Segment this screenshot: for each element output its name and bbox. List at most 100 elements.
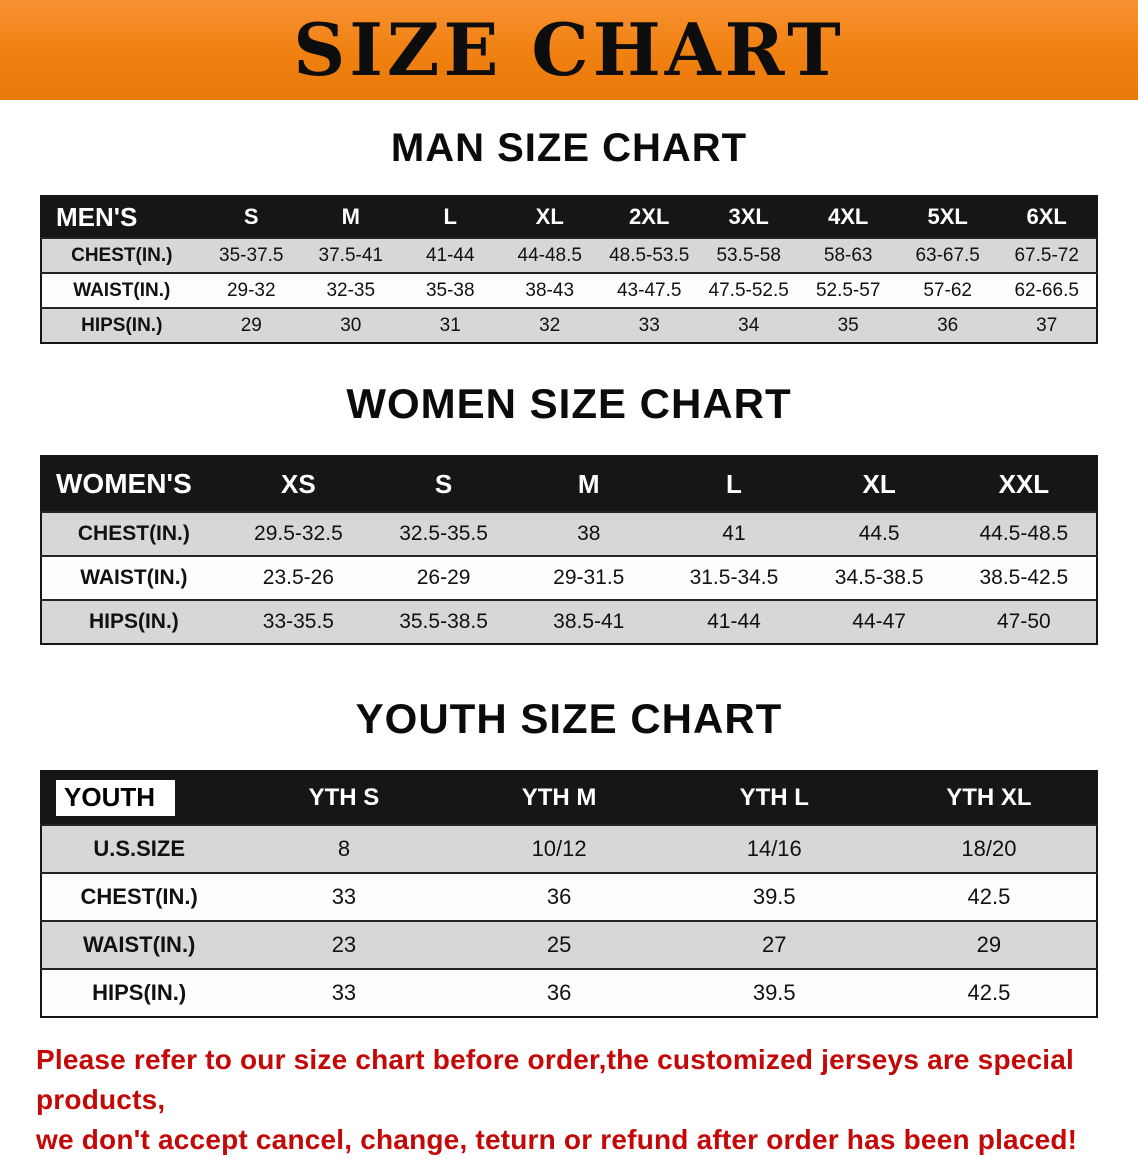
size-header-cell: XS [226, 456, 371, 512]
row-label-cell: HIPS(IN.) [41, 308, 202, 343]
value-cell: 42.5 [882, 873, 1097, 921]
value-cell: 26-29 [371, 556, 516, 600]
value-cell: 27 [667, 921, 882, 969]
value-cell: 18/20 [882, 825, 1097, 873]
row-label-cell: HIPS(IN.) [41, 969, 236, 1017]
size-header-cell: XL [500, 196, 599, 238]
value-cell: 53.5-58 [699, 238, 798, 273]
value-cell: 33 [599, 308, 698, 343]
value-cell: 37.5-41 [301, 238, 400, 273]
size-header-cell: 5XL [898, 196, 997, 238]
value-cell: 36 [898, 308, 997, 343]
value-cell: 44-47 [807, 600, 952, 644]
value-cell: 23.5-26 [226, 556, 371, 600]
value-cell: 23 [236, 921, 451, 969]
size-header-cell: XL [807, 456, 952, 512]
value-cell: 35-38 [401, 273, 500, 308]
value-cell: 48.5-53.5 [599, 238, 698, 273]
value-cell: 35.5-38.5 [371, 600, 516, 644]
value-cell: 35 [798, 308, 897, 343]
table-title-cell: YOUTH [41, 771, 236, 825]
value-cell: 63-67.5 [898, 238, 997, 273]
value-cell: 62-66.5 [997, 273, 1097, 308]
row-label-cell: WAIST(IN.) [41, 921, 236, 969]
value-cell: 33-35.5 [226, 600, 371, 644]
size-header-cell: L [661, 456, 806, 512]
value-cell: 58-63 [798, 238, 897, 273]
value-cell: 33 [236, 873, 451, 921]
disclaimer-line-2: we don't accept cancel, change, teturn o… [36, 1120, 1110, 1159]
banner-title: SIZE CHART [293, 14, 845, 86]
disclaimer-note: Please refer to our size chart before or… [0, 1040, 1138, 1159]
value-cell: 38.5-42.5 [952, 556, 1097, 600]
size-header-cell: YTH L [667, 771, 882, 825]
value-cell: 41 [661, 512, 806, 556]
value-cell: 34 [699, 308, 798, 343]
value-cell: 33 [236, 969, 451, 1017]
value-cell: 47.5-52.5 [699, 273, 798, 308]
value-cell: 44-48.5 [500, 238, 599, 273]
size-header-cell: YTH S [236, 771, 451, 825]
value-cell: 10/12 [452, 825, 667, 873]
value-cell: 67.5-72 [997, 238, 1097, 273]
row-label-cell: CHEST(IN.) [41, 873, 236, 921]
value-cell: 37 [997, 308, 1097, 343]
value-cell: 38 [516, 512, 661, 556]
value-cell: 36 [452, 969, 667, 1017]
size-header-cell: 6XL [997, 196, 1097, 238]
value-cell: 35-37.5 [202, 238, 301, 273]
value-cell: 38.5-41 [516, 600, 661, 644]
row-label-cell: WAIST(IN.) [41, 273, 202, 308]
value-cell: 32 [500, 308, 599, 343]
size-header-cell: 4XL [798, 196, 897, 238]
value-cell: 29-31.5 [516, 556, 661, 600]
value-cell: 43-47.5 [599, 273, 698, 308]
value-cell: 31 [401, 308, 500, 343]
value-cell: 31.5-34.5 [661, 556, 806, 600]
size-header-cell: M [516, 456, 661, 512]
value-cell: 29.5-32.5 [226, 512, 371, 556]
value-cell: 42.5 [882, 969, 1097, 1017]
value-cell: 34.5-38.5 [807, 556, 952, 600]
value-cell: 36 [452, 873, 667, 921]
size-header-cell: L [401, 196, 500, 238]
disclaimer-line-1: Please refer to our size chart before or… [36, 1040, 1110, 1120]
man-section-heading: MAN SIZE CHART [0, 126, 1138, 171]
size-header-cell: YTH M [452, 771, 667, 825]
value-cell: 32.5-35.5 [371, 512, 516, 556]
value-cell: 44.5 [807, 512, 952, 556]
value-cell: 38-43 [500, 273, 599, 308]
size-header-cell: 2XL [599, 196, 698, 238]
size-header-cell: 3XL [699, 196, 798, 238]
row-label-cell: CHEST(IN.) [41, 512, 226, 556]
size-header-cell: XXL [952, 456, 1097, 512]
table-title: YOUTH [56, 780, 175, 815]
value-cell: 29-32 [202, 273, 301, 308]
size-header-cell: YTH XL [882, 771, 1097, 825]
size-header-cell: S [202, 196, 301, 238]
value-cell: 39.5 [667, 969, 882, 1017]
size-header-cell: M [301, 196, 400, 238]
youth-section-heading: YOUTH SIZE CHART [0, 695, 1138, 743]
women-section-heading: WOMEN SIZE CHART [0, 380, 1138, 428]
value-cell: 25 [452, 921, 667, 969]
value-cell: 52.5-57 [798, 273, 897, 308]
